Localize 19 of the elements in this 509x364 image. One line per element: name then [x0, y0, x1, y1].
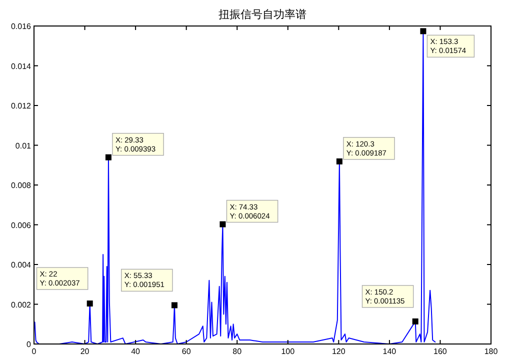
- x-tick-label: 80: [232, 347, 242, 356]
- x-tick-label: 120: [332, 347, 346, 356]
- y-tick-label: 0.004: [10, 260, 32, 270]
- y-tick-label: 0.014: [10, 62, 32, 71]
- x-tick-label: 140: [382, 347, 397, 356]
- y-tick-label: 0.016: [10, 22, 32, 31]
- y-tick-label: 0.012: [10, 102, 32, 110]
- x-tick-label: 40: [131, 347, 141, 356]
- x-tick-label: 160: [434, 347, 448, 356]
- x-tick-label: 60: [182, 347, 192, 356]
- x-tick-label: 180: [484, 347, 498, 356]
- y-tick-label: 0.01: [15, 141, 32, 150]
- y-tick-label: 0: [26, 340, 32, 349]
- chart-title: 扭振信号自功率谱: [218, 8, 306, 21]
- x-tick-label: 100: [281, 347, 296, 356]
- x-tick-label: 20: [80, 347, 90, 356]
- y-tick-label: 0.006: [10, 220, 32, 230]
- y-tick-label: 0.008: [10, 181, 32, 190]
- y-tick-label: 0.002: [10, 300, 32, 310]
